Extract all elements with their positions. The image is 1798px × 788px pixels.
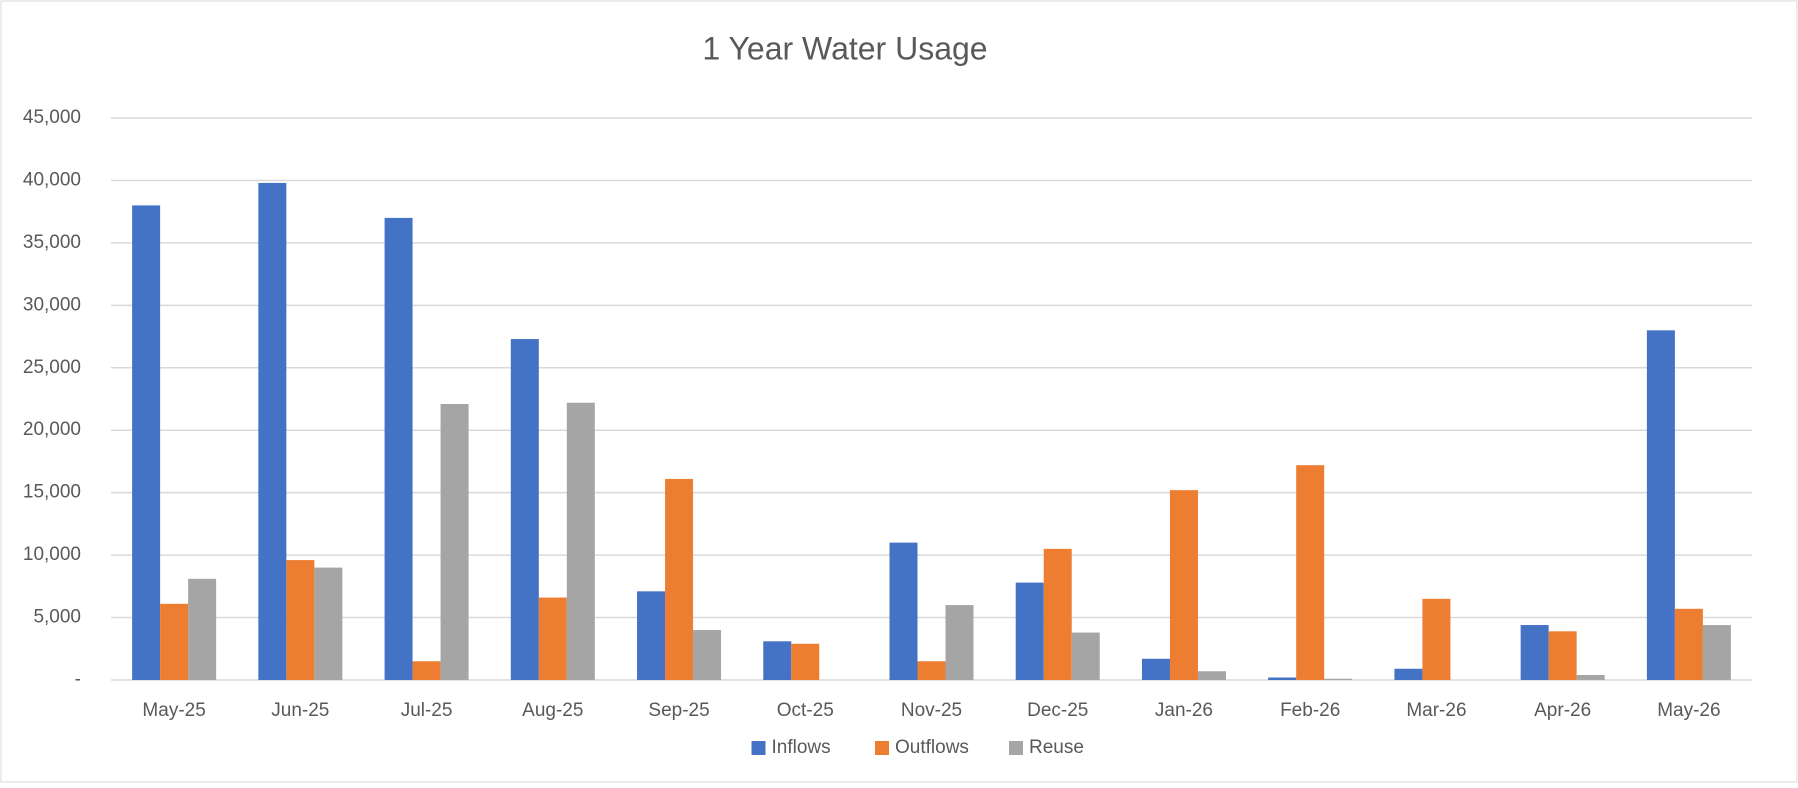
x-tick-label: May-26	[1657, 700, 1720, 721]
y-tick-label: 30,000	[23, 294, 81, 315]
y-tick-label: -	[75, 669, 81, 690]
bar	[286, 560, 315, 680]
x-tick-label: Apr-26	[1534, 700, 1591, 721]
x-tick-label: Oct-25	[777, 700, 834, 721]
bar	[160, 603, 189, 680]
chart-title: 1 Year Water Usage	[702, 30, 987, 66]
bar	[1169, 490, 1198, 680]
bar	[510, 339, 539, 680]
legend-swatch	[1009, 741, 1023, 755]
bar	[637, 591, 666, 680]
bar	[763, 641, 792, 680]
bar	[132, 205, 161, 680]
bar	[1268, 677, 1297, 680]
bar	[1548, 631, 1577, 680]
x-tick-label: Feb-26	[1280, 700, 1340, 721]
bar	[1141, 658, 1170, 680]
legend-label: Reuse	[1029, 737, 1084, 758]
x-tick-label: Dec-25	[1027, 700, 1088, 721]
y-tick-label: 15,000	[23, 482, 81, 503]
bar	[917, 661, 946, 680]
bar	[1674, 608, 1703, 680]
legend-label: Inflows	[772, 737, 831, 758]
y-tick-label: 40,000	[23, 169, 81, 190]
bar	[1197, 671, 1226, 680]
bar	[1520, 625, 1549, 680]
y-tick-label: 35,000	[23, 232, 81, 253]
legend-swatch	[751, 741, 766, 755]
x-tick-label: Jun-25	[271, 700, 329, 721]
bar	[314, 567, 343, 680]
x-tick-label: Nov-25	[901, 700, 962, 721]
bar	[791, 643, 820, 680]
bar	[1422, 598, 1451, 680]
y-tick-label: 5,000	[33, 607, 81, 628]
bar	[945, 605, 974, 680]
x-tick-label: Sep-25	[648, 700, 709, 721]
bar	[693, 630, 722, 680]
y-tick-label: 20,000	[23, 419, 81, 440]
x-tick-label: Mar-26	[1406, 700, 1466, 721]
bar	[538, 597, 567, 680]
y-tick-label: 45,000	[23, 107, 81, 128]
bar	[188, 578, 217, 680]
bar	[665, 478, 694, 680]
bar	[1646, 330, 1675, 680]
bar	[1576, 675, 1605, 680]
x-tick-label: Jan-26	[1155, 700, 1213, 721]
bar	[1296, 465, 1325, 680]
legend-label: Outflows	[895, 737, 969, 758]
x-tick-label: Jul-25	[401, 700, 453, 721]
bar	[1324, 678, 1353, 680]
bar	[1015, 582, 1044, 680]
bar	[384, 217, 413, 680]
bar	[440, 403, 469, 680]
bar	[566, 402, 595, 680]
x-tick-label: Aug-25	[522, 700, 583, 721]
x-tick-label: May-25	[142, 700, 205, 721]
y-tick-label: 10,000	[23, 544, 81, 565]
bar	[258, 182, 287, 681]
bar	[412, 661, 441, 680]
y-tick-label: 25,000	[23, 357, 81, 378]
bar	[1702, 625, 1731, 680]
bar	[889, 542, 918, 680]
bar	[1394, 668, 1423, 680]
bar	[1071, 632, 1100, 680]
bar	[1043, 548, 1072, 680]
legend-swatch	[875, 741, 889, 755]
